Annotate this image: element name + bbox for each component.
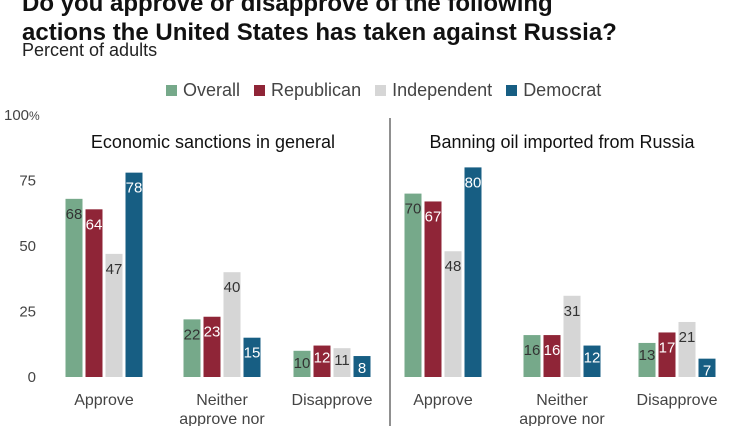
legend-label-republican: Republican <box>271 80 362 100</box>
bar-republican-p2-c3 <box>658 332 676 377</box>
data-label-republican-p2-c3: 17 <box>659 339 676 356</box>
data-label-independent-p2-c2: 31 <box>564 303 581 320</box>
data-label-overall-p2-c2: 16 <box>524 342 541 359</box>
bar-independent-p1-c3 <box>333 348 351 377</box>
chart-title: Do you approve or disapprove of the foll… <box>22 0 742 47</box>
x-category-label-p1-c1: Approve <box>74 392 134 409</box>
bar-overall-p1-c2 <box>183 319 201 377</box>
x-category-label-p1-c2: Neither approve nor <box>179 392 265 426</box>
x-category-label-p1-c3: Disapprove <box>292 392 373 409</box>
legend-swatch-republican <box>254 85 266 96</box>
data-label-independent-p1-c1: 47 <box>106 261 123 278</box>
legend-swatch-independent <box>375 85 387 96</box>
bar-overall-p1-c3 <box>293 350 311 377</box>
y-tick-label-25: 25 <box>19 304 36 321</box>
data-label-overall-p1-c2: 22 <box>184 326 201 343</box>
legend: Overall Republican Independent Democrat <box>166 80 615 101</box>
bar-overall-p2-c1 <box>404 193 422 377</box>
bar-democrat-p1-c3 <box>353 356 371 377</box>
data-label-independent-p1-c2: 40 <box>224 279 241 296</box>
bar-independent-p1-c2 <box>223 272 241 377</box>
x-category-label-p2-c1: Approve <box>413 392 473 409</box>
data-label-independent-p1-c3: 11 <box>334 352 350 369</box>
data-label-republican-p1-c2: 23 <box>204 324 221 341</box>
bar-democrat-p2-c1 <box>464 167 482 377</box>
data-label-overall-p1-c1: 68 <box>66 206 83 223</box>
data-label-democrat-p2-c2: 12 <box>584 350 601 367</box>
legend-item-republican: Republican <box>254 80 361 101</box>
chart-title-line-1: Do you approve or disapprove of the foll… <box>22 0 553 17</box>
data-label-independent-p2-c1: 48 <box>445 258 462 275</box>
bar-independent-p1-c1 <box>105 253 123 377</box>
data-label-republican-p1-c1: 64 <box>86 216 103 233</box>
panel-title-1: Economic sanctions in general <box>91 132 335 152</box>
bar-overall-p1-c1 <box>65 198 83 377</box>
data-label-republican-p2-c1: 67 <box>425 208 442 225</box>
chart-subtitle: Percent of adults <box>22 40 158 60</box>
y-tick-label-75: 75 <box>19 173 36 190</box>
data-label-democrat-p2-c3: 7 <box>703 363 711 380</box>
bar-republican-p1-c2 <box>203 316 221 377</box>
x-category-label-p2-c2: Neither approve nor <box>519 392 605 426</box>
legend-label-democrat: Democrat <box>523 80 602 100</box>
legend-swatch-overall <box>166 85 177 96</box>
data-label-independent-p2-c3: 21 <box>679 329 696 346</box>
bar-democrat-p1-c1 <box>125 172 143 377</box>
y-tick-label-0: 0 <box>28 369 36 386</box>
data-label-republican-p2-c2: 16 <box>544 342 561 359</box>
y-tick-label-50: 50 <box>19 238 36 255</box>
legend-label-overall: Overall <box>183 80 241 100</box>
bar-republican-p1-c3 <box>313 345 331 377</box>
y-tick-label-100: 100% <box>4 107 40 124</box>
data-label-overall-p1-c3: 10 <box>294 355 311 372</box>
bar-overall-p2-c2 <box>523 335 541 377</box>
data-label-overall-p2-c3: 13 <box>639 347 656 364</box>
data-label-democrat-p1-c2: 15 <box>244 345 261 362</box>
data-label-overall-p2-c1: 70 <box>405 201 422 218</box>
bar-independent-p2-c2 <box>563 295 581 377</box>
bar-independent-p2-c3 <box>678 321 696 377</box>
bar-overall-p2-c3 <box>638 342 656 377</box>
panel-title-2: Banning oil imported from Russia <box>429 132 695 152</box>
legend-item-independent: Independent <box>375 80 492 101</box>
data-label-democrat-p1-c1: 78 <box>126 180 143 197</box>
bar-republican-p2-c2 <box>543 335 561 377</box>
x-category-label-p2-c3: Disapprove <box>637 392 718 409</box>
chart-title-line-2: actions the United States has taken agai… <box>22 19 617 46</box>
bar-democrat-p2-c3 <box>698 358 716 377</box>
legend-item-overall: Overall <box>166 80 240 101</box>
bar-republican-p1-c1 <box>85 209 103 377</box>
legend-item-democrat: Democrat <box>506 80 601 101</box>
bar-republican-p2-c1 <box>424 201 442 377</box>
bar-independent-p2-c1 <box>444 251 462 377</box>
data-label-republican-p1-c3: 12 <box>314 350 331 367</box>
bar-democrat-p1-c2 <box>243 337 261 377</box>
data-label-democrat-p1-c3: 8 <box>358 360 366 377</box>
data-label-democrat-p2-c1: 80 <box>465 174 482 191</box>
legend-swatch-democrat <box>506 85 518 96</box>
bar-democrat-p2-c2 <box>583 345 601 377</box>
legend-label-independent: Independent <box>392 80 493 100</box>
